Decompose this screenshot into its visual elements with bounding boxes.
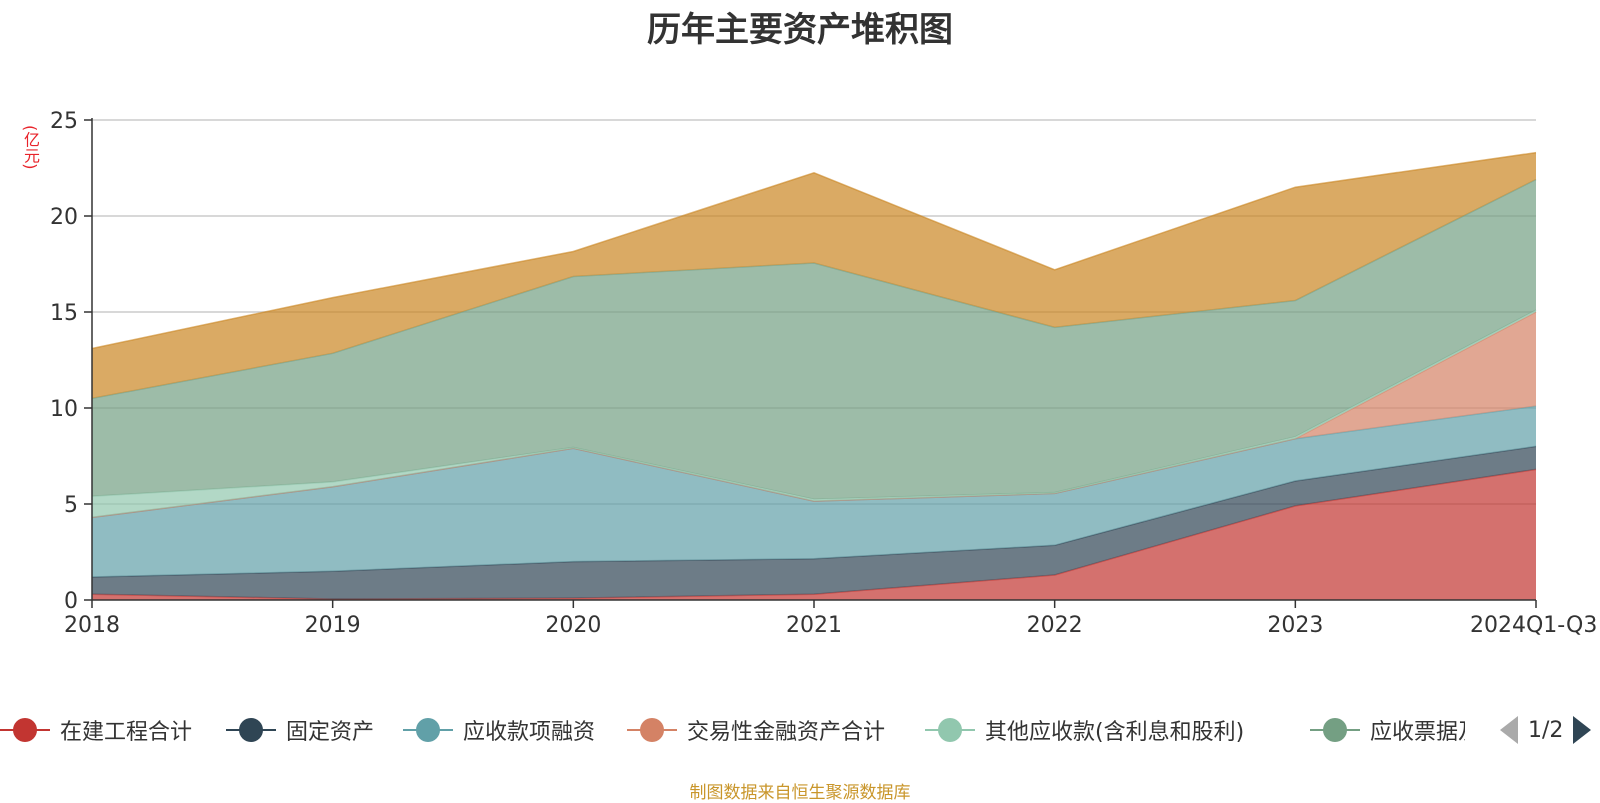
legend-label: 交易性金融资产合计 xyxy=(687,720,886,745)
y-tick-label: 0 xyxy=(64,589,78,614)
legend-page-indicator: 1/2 xyxy=(1528,717,1564,743)
legend-symbol xyxy=(1310,712,1360,748)
area-layer xyxy=(91,151,1537,600)
legend-symbol xyxy=(925,712,975,748)
y-tick-label: 10 xyxy=(50,397,78,422)
y-tick-label: 20 xyxy=(50,205,78,230)
legend-item-trading-assets[interactable]: 交易性金融资产合计 xyxy=(627,712,885,748)
source-note: 制图数据来自恒生聚源数据库 xyxy=(689,783,911,803)
legend-symbol xyxy=(226,712,276,748)
x-tick-label: 2020 xyxy=(545,613,601,638)
legend-label: 在建工程合计 xyxy=(60,720,193,745)
legend-item-notes-receivable[interactable]: 应收票据及应收账款 xyxy=(1310,712,1465,748)
y-tick-label: 5 xyxy=(64,493,78,518)
legend: 在建工程合计 固定资产 应收款项融资 交易性金融资产合计 其他应收款(含利息和股… xyxy=(0,712,1600,748)
y-tick-label: 25 xyxy=(50,109,78,134)
x-tick-label: 2018 xyxy=(64,613,120,638)
area-series-line xyxy=(91,151,1537,350)
legend-label: 应收票据及应收账款 xyxy=(1370,720,1465,745)
legend-symbol xyxy=(0,712,50,748)
stacked-area-chart: 0 5 10 15 20 25 2018 2019 2020 2021 2022 2023 2024Q1… xyxy=(50,109,1597,638)
legend-pager: 1/2 xyxy=(1500,712,1592,748)
x-tick-label: 2024Q1-Q3 xyxy=(1470,613,1597,638)
area-series xyxy=(92,179,1536,500)
legend-clip: 应收票据及应收账款 xyxy=(1310,712,1465,748)
area-series xyxy=(92,469,1536,600)
x-tick-label: 2021 xyxy=(786,613,842,638)
legend-item-construction[interactable]: 在建工程合计 xyxy=(0,712,192,748)
legend-prev-icon[interactable] xyxy=(1500,716,1518,744)
legend-item-fixed-assets[interactable]: 固定资产 xyxy=(226,712,374,748)
legend-label: 应收款项融资 xyxy=(463,720,596,745)
legend-label: 固定资产 xyxy=(286,720,375,745)
x-tick-label: 2023 xyxy=(1267,613,1323,638)
area-series xyxy=(92,446,1536,599)
legend-symbol xyxy=(403,712,453,748)
legend-label: 其他应收款(含利息和股利) xyxy=(985,720,1245,745)
y-axis-unit: (亿元) xyxy=(21,125,40,170)
legend-next-icon[interactable] xyxy=(1573,716,1592,744)
x-tick-label: 2022 xyxy=(1027,613,1083,638)
area-series xyxy=(92,152,1536,399)
area-series xyxy=(92,310,1536,518)
legend-symbol xyxy=(627,712,677,748)
area-series xyxy=(92,406,1536,577)
axis-layer: 0 5 10 15 20 25 2018 2019 2020 2021 2022 2023 2024Q1… xyxy=(50,109,1597,638)
x-tick-label: 2019 xyxy=(305,613,361,638)
legend-item-receivables-financing[interactable]: 应收款项融资 xyxy=(403,712,595,748)
legend-item-other-receivables[interactable]: 其他应收款(含利息和股利) xyxy=(925,712,1244,748)
chart-title: 历年主要资产堆积图 xyxy=(647,10,953,50)
y-tick-label: 15 xyxy=(50,301,78,326)
